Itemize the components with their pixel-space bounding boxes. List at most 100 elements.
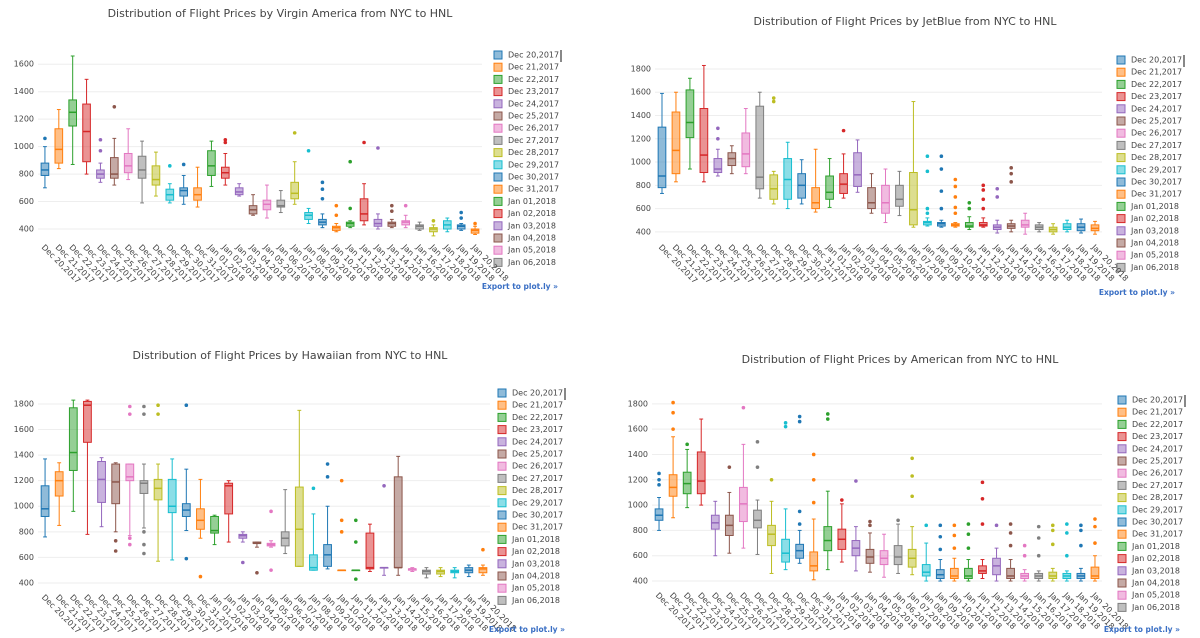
legend-label[interactable]: Dec 31,2017 [512, 523, 563, 532]
export-link[interactable]: Export to plot.ly » [482, 282, 558, 291]
legend-label[interactable]: Jan 05,2018 [1131, 591, 1180, 600]
legend-label[interactable]: Dec 20,2017 [1131, 56, 1182, 65]
legend-swatch[interactable] [1117, 419, 1127, 429]
legend-label[interactable]: Dec 21,2017 [1131, 68, 1182, 77]
legend-label[interactable]: Jan 03,2018 [507, 221, 556, 230]
legend-label[interactable]: Jan 05,2018 [511, 584, 560, 593]
legend-swatch[interactable] [497, 425, 507, 435]
legend-label[interactable]: Jan 03,2018 [1131, 566, 1180, 575]
legend-swatch[interactable] [1116, 189, 1126, 199]
legend-swatch[interactable] [1116, 92, 1126, 102]
legend-swatch[interactable] [1117, 444, 1127, 454]
legend-swatch[interactable] [493, 87, 503, 97]
legend-label[interactable]: Dec 30,2017 [508, 173, 559, 182]
legend-label[interactable]: Dec 25,2017 [508, 112, 559, 121]
legend-swatch[interactable] [493, 148, 503, 158]
legend-label[interactable]: Dec 29,2017 [1132, 505, 1183, 514]
legend-label[interactable]: Jan 01,2018 [1130, 202, 1179, 211]
legend-label[interactable]: Dec 22,2017 [512, 413, 563, 422]
legend-swatch[interactable] [1116, 128, 1126, 138]
legend-swatch[interactable] [1117, 529, 1127, 539]
legend-swatch[interactable] [1117, 517, 1127, 527]
legend-swatch[interactable] [1116, 79, 1126, 89]
legend-swatch[interactable] [1116, 67, 1126, 77]
legend-label[interactable]: Jan 06,2018 [507, 258, 556, 267]
legend-label[interactable]: Dec 27,2017 [1131, 141, 1182, 150]
legend-swatch[interactable] [1116, 104, 1126, 114]
legend-label[interactable]: Dec 30,2017 [512, 511, 563, 520]
legend-label[interactable]: Dec 26,2017 [512, 462, 563, 471]
legend-label[interactable]: Jan 05,2018 [507, 246, 556, 255]
legend-swatch[interactable] [497, 571, 507, 581]
legend-label[interactable]: Dec 28,2017 [1132, 493, 1183, 502]
legend-label[interactable]: Dec 20,2017 [1132, 396, 1183, 405]
legend-swatch[interactable] [493, 160, 503, 170]
legend-swatch[interactable] [493, 99, 503, 109]
legend-label[interactable]: Dec 29,2017 [508, 160, 559, 169]
legend-swatch[interactable] [493, 74, 503, 84]
legend-swatch[interactable] [1117, 505, 1127, 515]
legend-label[interactable]: Dec 21,2017 [1132, 408, 1183, 417]
legend-swatch[interactable] [497, 559, 507, 569]
legend-swatch[interactable] [1117, 468, 1127, 478]
legend-label[interactable]: Dec 31,2017 [1132, 530, 1183, 539]
legend-swatch[interactable] [1116, 226, 1126, 236]
legend-label[interactable]: Dec 31,2017 [1131, 190, 1182, 199]
legend-label[interactable]: Dec 23,2017 [512, 425, 563, 434]
legend-label[interactable]: Dec 28,2017 [508, 148, 559, 157]
legend-label[interactable]: Jan 04,2018 [1130, 239, 1179, 248]
legend-swatch[interactable] [1116, 238, 1126, 248]
legend-swatch[interactable] [1117, 456, 1127, 466]
legend-label[interactable]: Dec 30,2017 [1132, 518, 1183, 527]
legend-swatch[interactable] [1117, 407, 1127, 417]
legend-swatch[interactable] [1117, 541, 1127, 551]
legend-label[interactable]: Jan 02,2018 [1130, 214, 1179, 223]
legend-swatch[interactable] [493, 135, 503, 145]
legend-swatch[interactable] [497, 522, 507, 532]
legend-swatch[interactable] [493, 233, 503, 243]
legend-label[interactable]: Dec 24,2017 [508, 99, 559, 108]
legend-label[interactable]: Jan 01,2018 [511, 535, 560, 544]
legend-swatch[interactable] [1117, 432, 1127, 442]
legend-label[interactable]: Jan 05,2018 [1130, 251, 1179, 260]
legend-label[interactable]: Dec 21,2017 [512, 401, 563, 410]
legend-swatch[interactable] [497, 498, 507, 508]
legend-swatch[interactable] [497, 583, 507, 593]
legend-swatch[interactable] [493, 196, 503, 206]
legend-label[interactable]: Dec 21,2017 [508, 63, 559, 72]
legend-label[interactable]: Dec 23,2017 [1132, 432, 1183, 441]
legend-label[interactable]: Dec 28,2017 [512, 486, 563, 495]
legend-swatch[interactable] [1117, 566, 1127, 576]
legend-label[interactable]: Dec 27,2017 [508, 136, 559, 145]
legend-swatch[interactable] [1116, 116, 1126, 126]
legend-swatch[interactable] [1117, 554, 1127, 564]
legend-label[interactable]: Dec 24,2017 [1132, 444, 1183, 453]
legend-swatch[interactable] [1116, 55, 1126, 65]
legend-label[interactable]: Dec 26,2017 [508, 124, 559, 133]
legend-label[interactable]: Dec 28,2017 [1131, 153, 1182, 162]
legend-swatch[interactable] [497, 449, 507, 459]
legend-label[interactable]: Dec 23,2017 [1131, 92, 1182, 101]
legend-swatch[interactable] [497, 510, 507, 520]
legend-label[interactable]: Dec 24,2017 [512, 437, 563, 446]
legend-swatch[interactable] [493, 123, 503, 133]
legend-label[interactable]: Jan 02,2018 [1131, 554, 1180, 563]
legend-swatch[interactable] [1116, 201, 1126, 211]
legend-swatch[interactable] [1116, 214, 1126, 224]
legend-swatch[interactable] [497, 595, 507, 605]
legend-label[interactable]: Dec 29,2017 [1131, 165, 1182, 174]
legend-label[interactable]: Jan 06,2018 [1131, 603, 1180, 612]
legend-swatch[interactable] [1116, 153, 1126, 163]
legend-label[interactable]: Jan 03,2018 [1130, 226, 1179, 235]
legend-label[interactable]: Jan 01,2018 [1131, 542, 1180, 551]
legend-swatch[interactable] [1117, 395, 1127, 405]
legend-swatch[interactable] [1116, 262, 1126, 272]
legend-swatch[interactable] [497, 400, 507, 410]
legend-swatch[interactable] [493, 62, 503, 72]
legend-swatch[interactable] [497, 473, 507, 483]
legend-label[interactable]: Jan 01,2018 [507, 197, 556, 206]
legend-swatch[interactable] [497, 412, 507, 422]
legend-swatch[interactable] [497, 388, 507, 398]
legend-label[interactable]: Dec 23,2017 [508, 87, 559, 96]
legend-label[interactable]: Jan 06,2018 [511, 596, 560, 605]
